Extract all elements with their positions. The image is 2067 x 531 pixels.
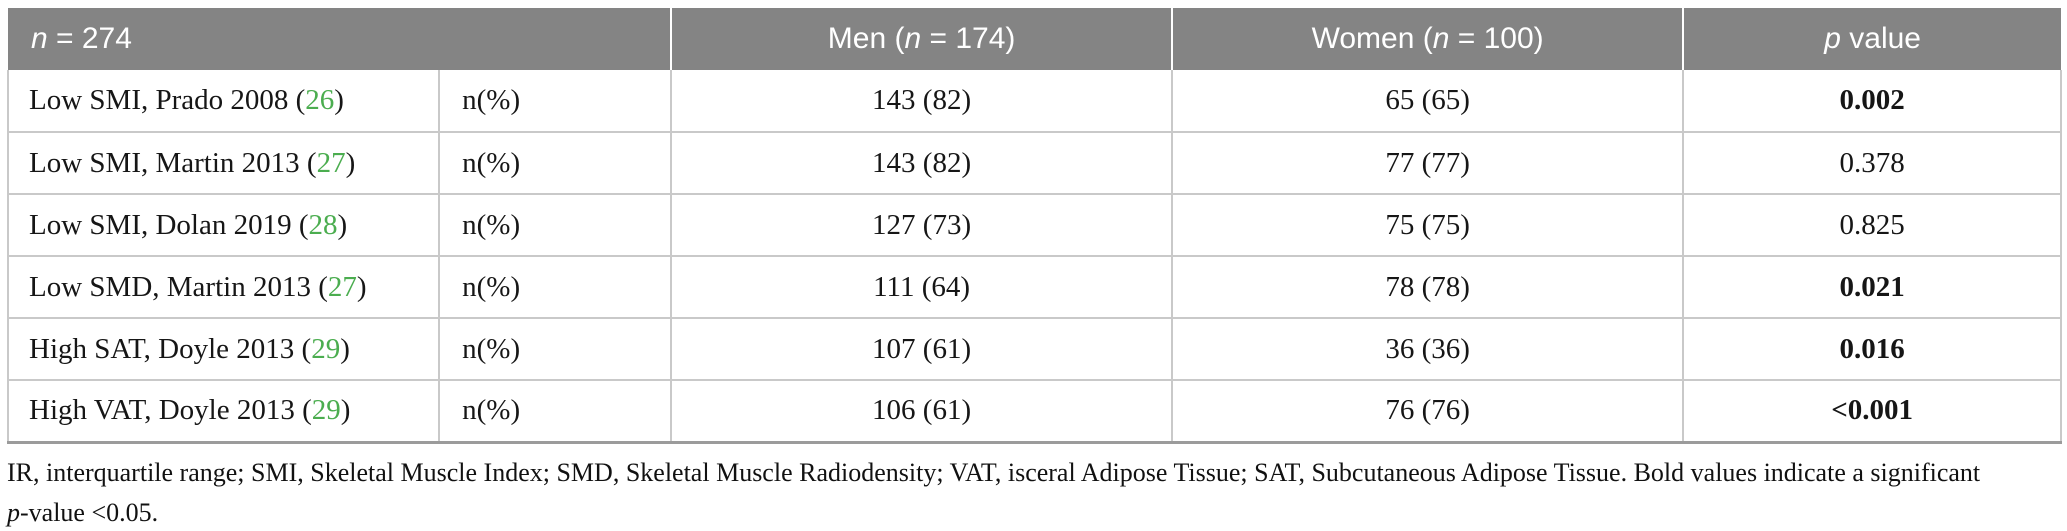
p-value-cell: 0.825 (1682, 193, 2062, 257)
table-row: High SAT, Doyle 2013 (29) n(%) 107 (61) … (6, 317, 2062, 381)
women-value-cell: 75 (75) (1171, 193, 1685, 257)
women-value-cell: 77 (77) (1171, 131, 1685, 195)
men-value-cell: 107 (61) (670, 317, 1174, 381)
measure-cell: n(%) (438, 70, 673, 133)
footnote-line-2: p-value <0.05. (7, 497, 159, 527)
row-label: High SAT, Doyle 2013 (29) (6, 317, 441, 381)
row-label: Low SMI, Dolan 2019 (28) (6, 193, 441, 257)
women-value-cell: 65 (65) (1171, 70, 1685, 133)
table-row: Low SMI, Prado 2008 (26) n(%) 143 (82) 6… (6, 70, 2062, 133)
p-value-cell: <0.001 (1682, 379, 2062, 443)
women-value-cell: 76 (76) (1171, 379, 1685, 443)
header-women: Women (n = 100) (1171, 8, 1684, 70)
women-value-cell: 78 (78) (1171, 255, 1685, 319)
citation-ref-link[interactable]: 27 (327, 270, 357, 303)
measure-cell: n(%) (438, 379, 673, 443)
row-label: Low SMI, Martin 2013 (27) (6, 131, 441, 195)
men-value-cell: 111 (64) (670, 255, 1174, 319)
header-total-n: n = 274 (8, 8, 672, 70)
row-label: Low SMI, Prado 2008 (26) (6, 70, 441, 133)
citation-ref-link[interactable]: 28 (308, 208, 338, 241)
table-footnote: IR, interquartile range; SMI, Skeletal M… (7, 453, 2062, 531)
women-value-cell: 36 (36) (1171, 317, 1685, 381)
citation-ref-link[interactable]: 29 (311, 332, 341, 365)
measure-cell: n(%) (438, 255, 673, 319)
p-value-cell: 0.378 (1682, 131, 2062, 195)
table-row: Low SMI, Dolan 2019 (28) n(%) 127 (73) 7… (6, 193, 2062, 257)
citation-ref-link[interactable]: 27 (316, 146, 346, 179)
header-men: Men (n = 174) (670, 8, 1173, 70)
citation-ref-link[interactable]: 29 (311, 394, 341, 427)
prevalence-table: n = 274 Men (n = 174) Women (n = 100) p … (6, 8, 2062, 444)
men-value-cell: 143 (82) (670, 131, 1174, 195)
table-row: Low SMD, Martin 2013 (27) n(%) 111 (64) … (6, 255, 2062, 319)
row-label: Low SMD, Martin 2013 (27) (6, 255, 441, 319)
row-label: High VAT, Doyle 2013 (29) (6, 379, 441, 443)
table-row: Low SMI, Martin 2013 (27) n(%) 143 (82) … (6, 131, 2062, 195)
measure-cell: n(%) (438, 193, 673, 257)
men-value-cell: 127 (73) (670, 193, 1174, 257)
men-value-cell: 143 (82) (670, 70, 1174, 133)
header-p-value: p value (1682, 8, 2061, 70)
p-value-cell: 0.016 (1682, 317, 2062, 381)
p-value-cell: 0.002 (1682, 70, 2062, 133)
p-value-cell: 0.021 (1682, 255, 2062, 319)
men-value-cell: 106 (61) (670, 379, 1174, 443)
measure-cell: n(%) (438, 131, 673, 195)
table-header-row: n = 274 Men (n = 174) Women (n = 100) p … (8, 8, 2061, 70)
table-row: High VAT, Doyle 2013 (29) n(%) 106 (61) … (6, 379, 2062, 443)
footnote-line-1: IR, interquartile range; SMI, Skeletal M… (7, 457, 1981, 487)
measure-cell: n(%) (438, 317, 673, 381)
citation-ref-link[interactable]: 26 (305, 84, 335, 116)
